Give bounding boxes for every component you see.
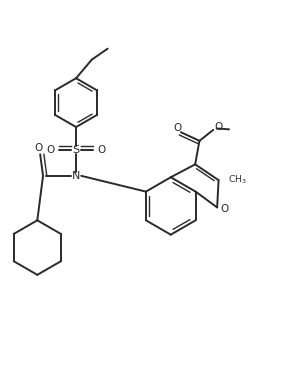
Text: S: S [73,145,79,155]
Text: O: O [214,122,222,132]
Text: O: O [98,145,106,155]
Text: O: O [220,204,229,214]
Text: O: O [173,123,181,132]
Text: CH$_3$: CH$_3$ [228,174,247,186]
Text: O: O [35,143,43,153]
Text: N: N [72,171,80,181]
Text: O: O [46,145,54,155]
